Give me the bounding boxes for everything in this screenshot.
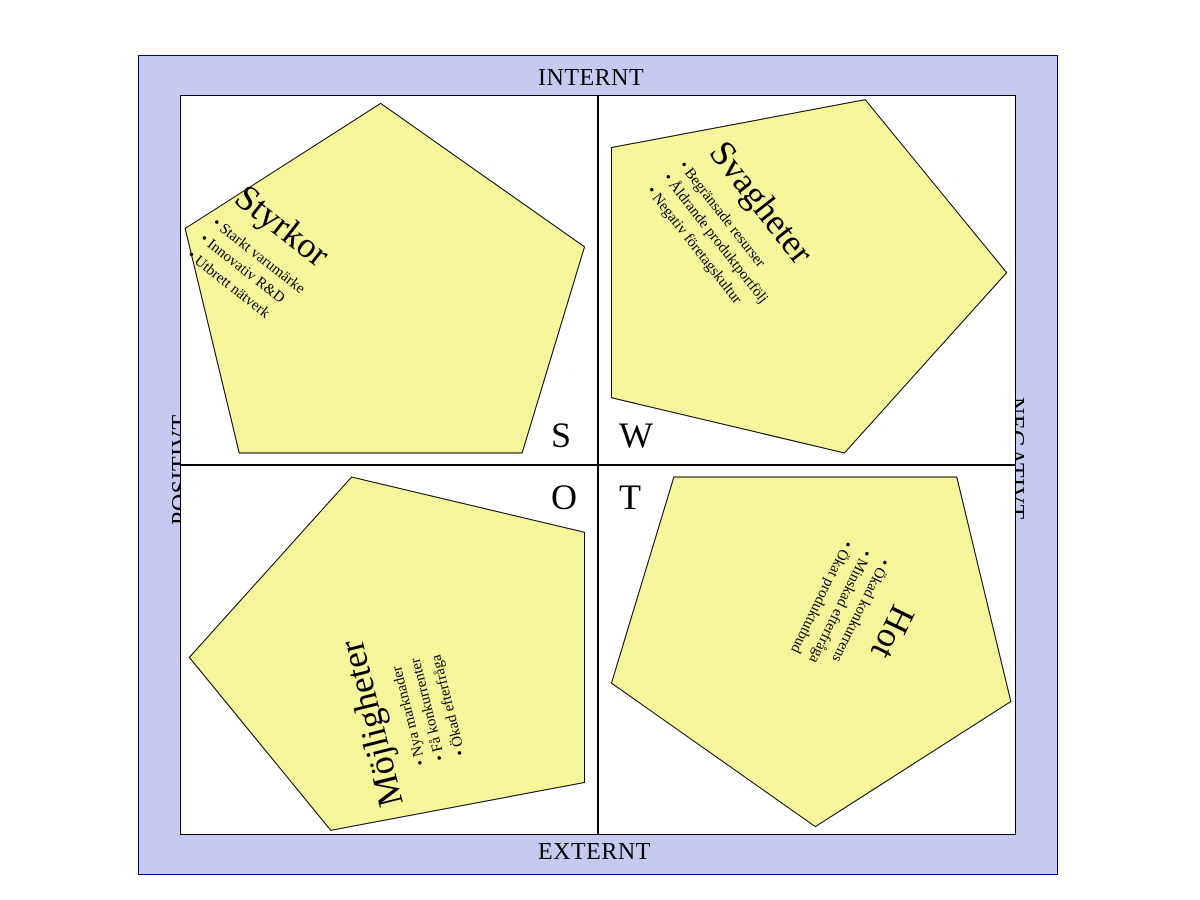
- letter-s: S: [551, 414, 571, 456]
- sticky-shape-w: [599, 96, 1015, 464]
- quadrant-text-weaknesses: Svagheter • Begränsade resurser• Åldrand…: [642, 126, 828, 320]
- swot-grid: Styrkor • Starkt varumärke• Innovativ R&…: [180, 95, 1016, 835]
- quadrant-text-strengths: Styrkor • Starkt varumärke• Innovativ R&…: [183, 174, 340, 331]
- cell-opportunities: Möjligheter • Nya marknader• Få konkurre…: [180, 465, 598, 835]
- axis-label-bottom: EXTERNT: [538, 839, 651, 866]
- swot-diagram: INTERNT EXTERNT POSITIVT NEGATIVT Styrko…: [0, 0, 1200, 900]
- cell-threats: Hot • Ökad konkurrens• Minskad efterfråg…: [598, 465, 1016, 835]
- letter-w: W: [619, 414, 653, 456]
- letter-t: T: [619, 476, 641, 518]
- quadrant-text-opportunities: Möjligheter • Nya marknader• Få konkurre…: [330, 619, 479, 811]
- cell-strengths: Styrkor • Starkt varumärke• Innovativ R&…: [180, 95, 598, 465]
- quadrant-text-threats: Hot • Ökad konkurrens• Minskad efterfråg…: [785, 537, 939, 697]
- letter-o: O: [551, 476, 577, 518]
- cell-weaknesses: Svagheter • Begränsade resurser• Åldrand…: [598, 95, 1016, 465]
- axis-label-top: INTERNT: [538, 65, 644, 92]
